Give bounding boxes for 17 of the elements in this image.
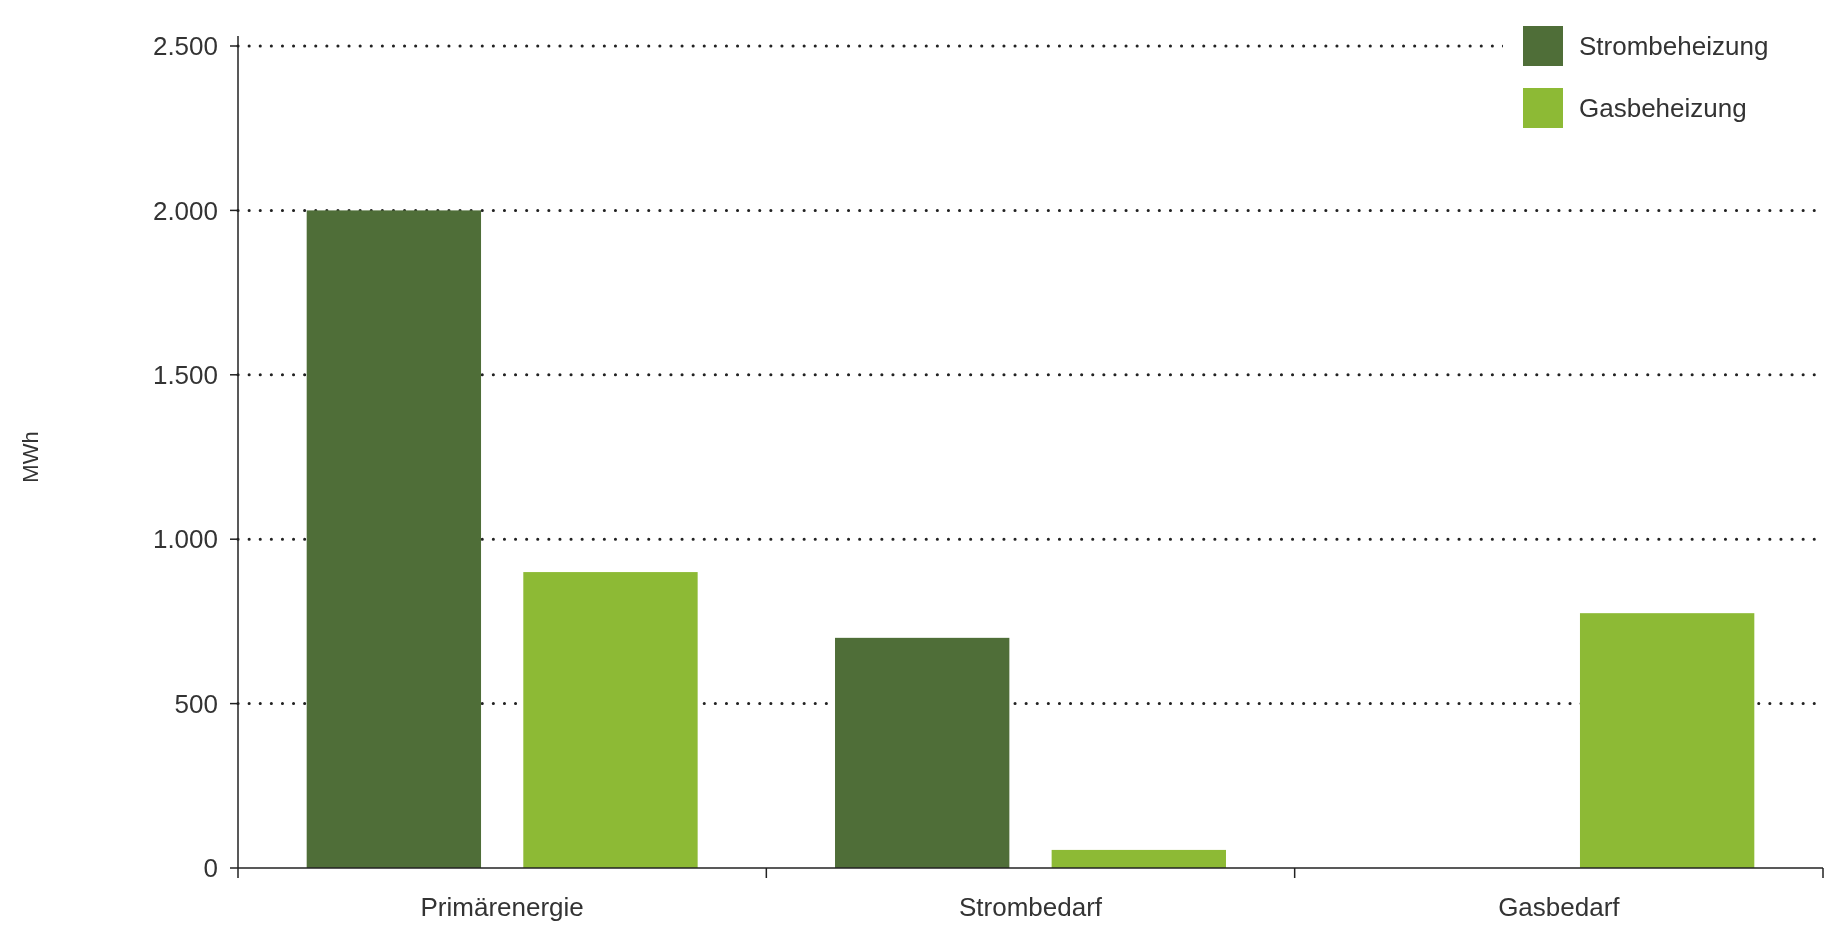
y-tick-label: 0 [203, 853, 218, 884]
bar [306, 210, 482, 868]
legend-label: Strombeheizung [1579, 31, 1769, 62]
y-tick-label: 2.500 [152, 31, 218, 62]
bar [1051, 849, 1226, 868]
x-tick-label: Primärenergie [420, 892, 584, 922]
y-axis-title: MWh [18, 431, 43, 483]
y-tick-label: 1.500 [152, 359, 218, 390]
bar [1579, 613, 1755, 868]
y-tick-label: 2.000 [152, 195, 218, 226]
y-tick-label: 1.000 [152, 524, 218, 555]
y-tick-label: 500 [174, 688, 218, 719]
bar [835, 637, 1010, 868]
legend-label: Gasbeheizung [1579, 93, 1747, 124]
x-tick-label: Gasbedarf [1498, 892, 1621, 922]
x-tick-label: Strombedarf [958, 892, 1103, 922]
bar [523, 572, 698, 868]
